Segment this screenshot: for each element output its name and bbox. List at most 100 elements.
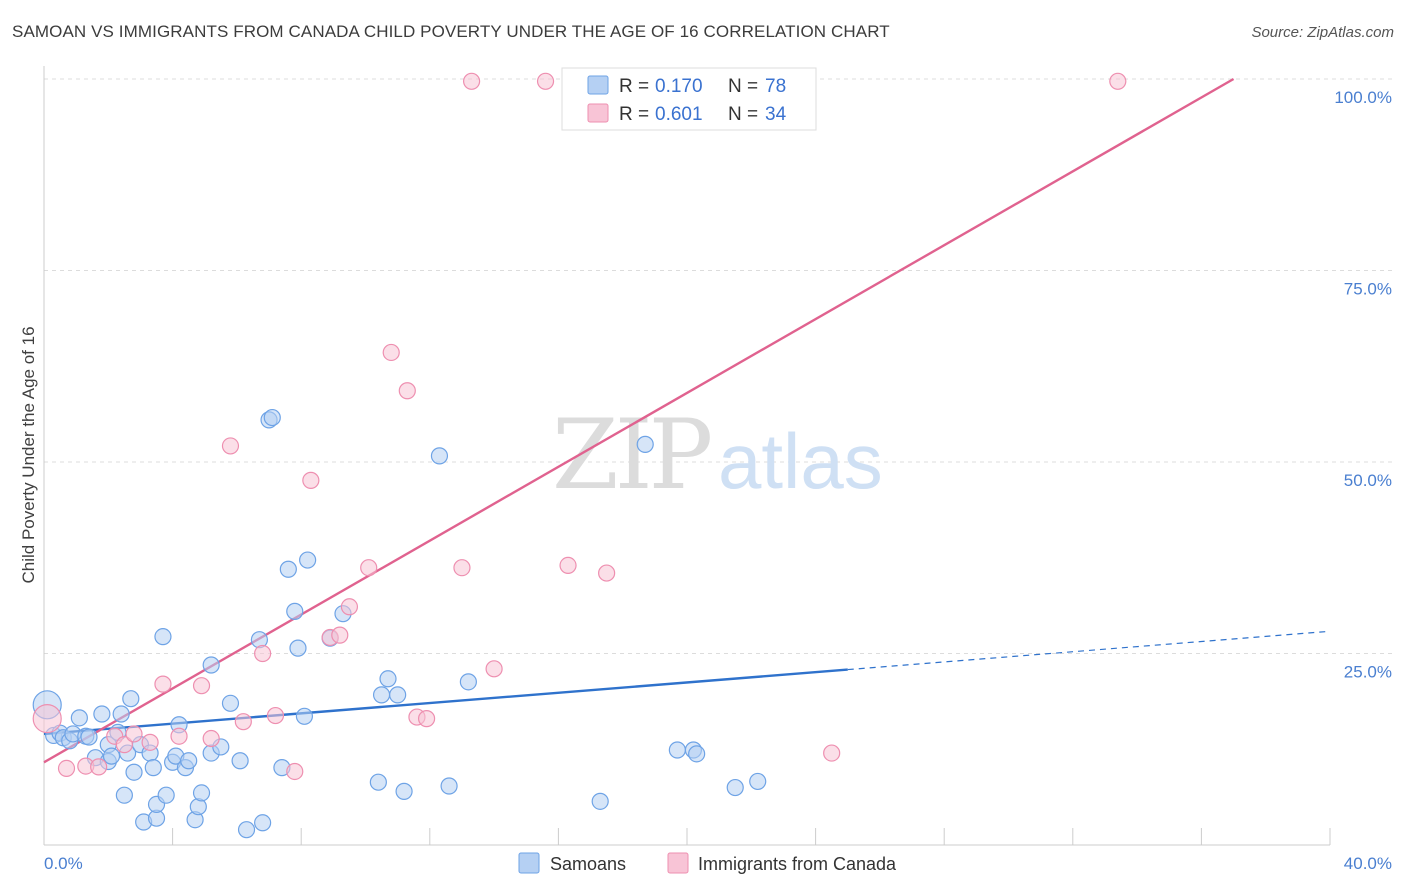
canada-point-23 <box>398 382 416 400</box>
gridlines <box>44 78 1392 654</box>
samoans-point-66 <box>688 745 706 763</box>
canada-point-33 <box>1109 72 1127 90</box>
canada-point-31 <box>598 564 616 582</box>
legend-label-canada: Immigrants from Canada <box>698 854 897 874</box>
samoans-point-68 <box>749 772 767 791</box>
canada-point-29 <box>536 72 555 90</box>
samoans-point-10 <box>93 705 111 723</box>
samoans-point-43 <box>254 814 272 832</box>
canada-point-12 <box>221 437 240 455</box>
samoans-point-23 <box>144 759 162 777</box>
legend-r-label-2: R = <box>619 104 649 125</box>
canada-point-16 <box>286 762 304 781</box>
samoans-point-51 <box>299 551 317 569</box>
canada-point-27 <box>462 72 481 90</box>
canada-point-25 <box>417 710 436 728</box>
watermark-zip: ZIP <box>552 399 711 511</box>
legend-n-value-1: 78 <box>765 76 786 97</box>
samoans-point-64 <box>668 741 686 759</box>
canada-point-13 <box>234 713 252 731</box>
y-tick-label-3: 100.0% <box>1334 88 1392 107</box>
samoans-point-27 <box>157 786 175 804</box>
canada-point-32 <box>823 744 841 762</box>
watermark-atlas: atlas <box>718 417 883 505</box>
legend-label-samoans: Samoans <box>550 854 626 874</box>
samoans-point-54 <box>369 773 387 791</box>
samoans-point-57 <box>389 686 407 704</box>
canada-point-7 <box>141 733 159 751</box>
canada-point-19 <box>331 626 349 644</box>
canada-point-6 <box>125 725 143 743</box>
y-tick-label-2: 75.0% <box>1344 280 1392 299</box>
chart-title: SAMOAN VS IMMIGRANTS FROM CANADA CHILD P… <box>12 22 890 41</box>
data-points <box>32 72 1127 839</box>
legend-swatch-pink <box>587 103 609 123</box>
samoans-point-45 <box>263 408 281 427</box>
canada-point-21 <box>360 559 378 577</box>
canada-point-9 <box>170 727 188 745</box>
canada-point-1 <box>57 759 76 778</box>
samoans-point-13 <box>102 747 121 765</box>
legend-swatch-samoans <box>518 852 540 874</box>
samoans-point-39 <box>221 694 240 712</box>
canada-point-17 <box>302 471 320 489</box>
samoans-point-47 <box>279 560 297 578</box>
samoans-point-56 <box>379 670 397 688</box>
canada-trend-line <box>43 77 1235 764</box>
samoans-point-41 <box>237 821 256 839</box>
samoans-point-67 <box>726 778 744 797</box>
samoans-point-8 <box>80 728 98 746</box>
stats-legend: R = 0.170 N = 78 R = 0.601 N = 34 <box>561 67 817 131</box>
canada-point-28 <box>485 660 503 678</box>
samoans-point-62 <box>591 792 609 810</box>
samoans-point-60 <box>440 777 458 795</box>
samoans-point-40 <box>231 752 249 770</box>
canada-point-30 <box>559 556 577 575</box>
legend-swatch-canada <box>667 852 689 874</box>
legend-n-value-2: 34 <box>765 104 787 125</box>
canada-point-3 <box>90 758 108 776</box>
canada-point-10 <box>192 677 211 695</box>
legend-n-label-2: N = <box>728 104 758 125</box>
canada-point-0 <box>32 704 62 734</box>
series-legend: Samoans Immigrants from Canada <box>518 852 897 874</box>
source-label: Source: ZipAtlas.com <box>1251 24 1394 41</box>
y-tick-labels: 25.0% 50.0% 75.0% 100.0% <box>1334 88 1392 682</box>
canada-point-14 <box>254 644 272 663</box>
canada-point-26 <box>453 559 471 577</box>
samoans-point-18 <box>122 690 140 708</box>
samoans-point-16 <box>115 786 133 804</box>
x-tick-min: 0.0% <box>44 854 83 873</box>
samoans-point-61 <box>459 673 477 691</box>
canada-point-5 <box>115 736 133 754</box>
legend-r-value-2: 0.601 <box>655 104 703 125</box>
samoans-point-32 <box>180 752 198 770</box>
samoans-trend-extension <box>847 630 1331 671</box>
y-tick-label-0: 25.0% <box>1344 663 1392 682</box>
legend-r-label-1: R = <box>619 76 649 97</box>
samoans-point-15 <box>112 705 130 723</box>
samoans-point-55 <box>372 686 391 704</box>
samoans-point-63 <box>636 435 654 453</box>
samoans-point-37 <box>202 656 220 674</box>
legend-n-label-1: N = <box>728 76 758 97</box>
samoans-point-6 <box>70 709 88 727</box>
samoans-point-50 <box>295 707 314 725</box>
samoans-point-19 <box>125 763 143 781</box>
canada-point-11 <box>202 729 220 748</box>
samoans-point-59 <box>430 447 449 465</box>
samoans-point-35 <box>192 784 211 802</box>
legend-r-value-1: 0.170 <box>655 76 703 97</box>
legend-swatch-blue <box>587 75 609 95</box>
samoans-point-26 <box>154 628 172 646</box>
canada-point-15 <box>266 706 285 725</box>
canada-point-8 <box>154 675 172 693</box>
canada-point-22 <box>382 343 400 362</box>
samoans-point-48 <box>286 602 304 620</box>
samoans-point-49 <box>289 639 307 657</box>
canada-point-20 <box>340 598 359 616</box>
watermark: ZIP atlas <box>552 399 883 511</box>
y-tick-label-1: 50.0% <box>1344 471 1392 490</box>
samoans-point-58 <box>395 782 413 800</box>
